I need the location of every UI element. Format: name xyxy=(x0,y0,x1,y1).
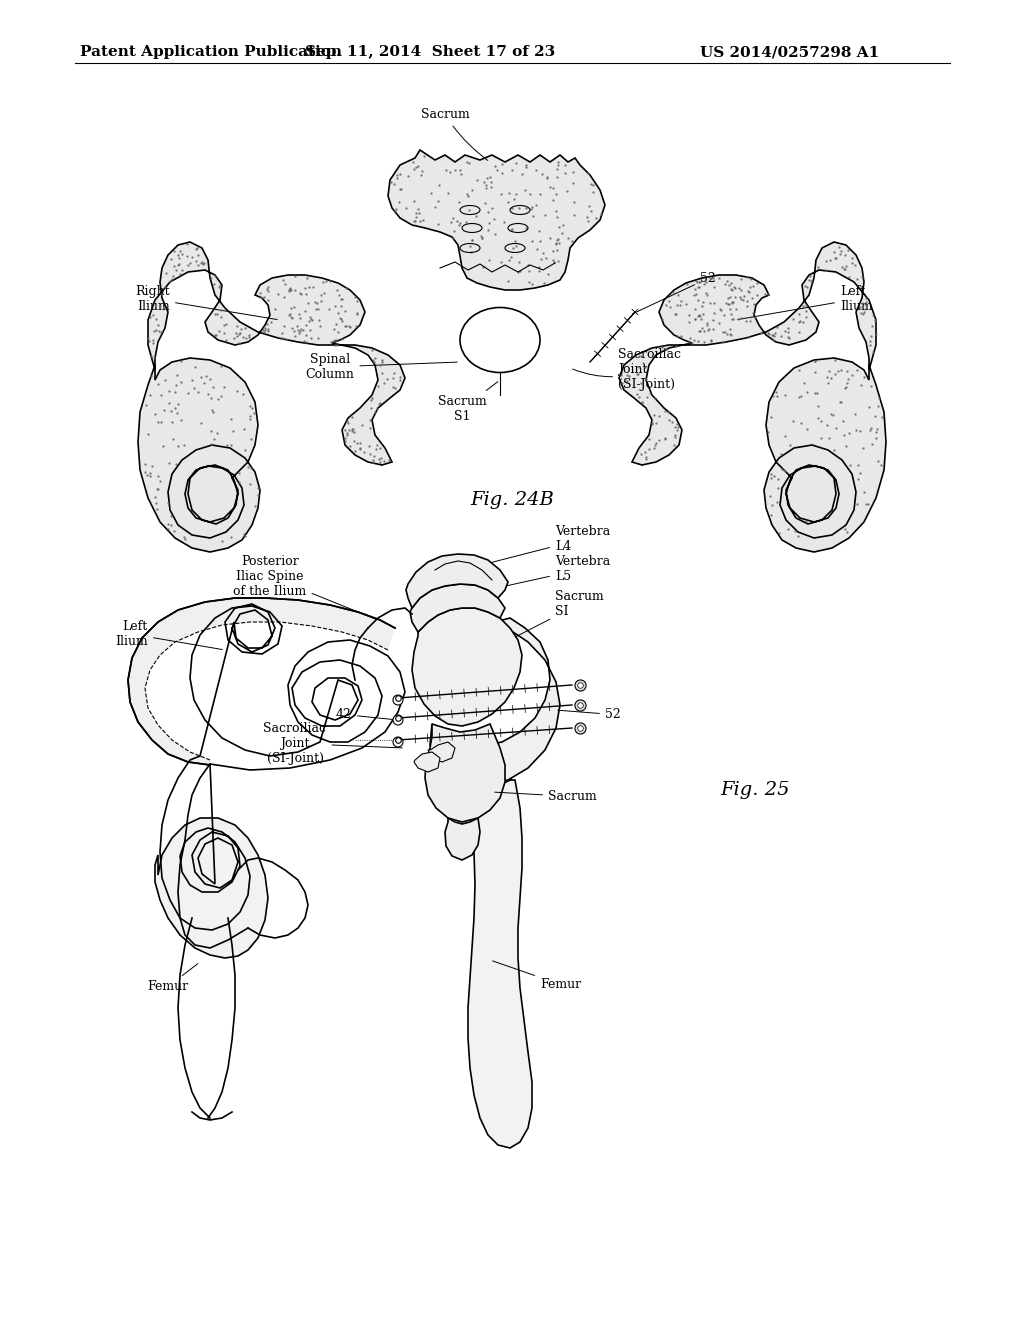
Text: Fig. 25: Fig. 25 xyxy=(720,781,790,799)
Text: US 2014/0257298 A1: US 2014/0257298 A1 xyxy=(700,45,880,59)
Circle shape xyxy=(393,737,403,747)
Polygon shape xyxy=(155,818,268,958)
Text: Fig. 24B: Fig. 24B xyxy=(470,491,554,510)
Polygon shape xyxy=(148,242,406,465)
Text: Sacroiliac
Joint
(SI-Joint): Sacroiliac Joint (SI-Joint) xyxy=(263,722,402,766)
Text: Patent Application Publication: Patent Application Publication xyxy=(80,45,342,59)
Text: Sacrum: Sacrum xyxy=(495,789,597,803)
Text: 52: 52 xyxy=(633,272,716,314)
Text: Vertebra
L5: Vertebra L5 xyxy=(468,554,610,594)
Polygon shape xyxy=(410,583,505,632)
Polygon shape xyxy=(445,818,480,861)
Text: Posterior
Iliac Spine
of the Ilium: Posterior Iliac Spine of the Ilium xyxy=(233,554,376,619)
Text: Sacrum: Sacrum xyxy=(421,108,487,161)
Text: 42: 42 xyxy=(336,708,395,721)
Circle shape xyxy=(393,696,403,705)
Polygon shape xyxy=(414,752,440,772)
Polygon shape xyxy=(428,742,455,762)
Polygon shape xyxy=(425,723,505,822)
Polygon shape xyxy=(138,358,260,552)
Text: Sacrum
SI: Sacrum SI xyxy=(493,590,604,648)
Text: Spinal
Column: Spinal Column xyxy=(305,352,458,381)
Polygon shape xyxy=(406,554,508,609)
Text: Sacrum
S1: Sacrum S1 xyxy=(437,381,498,422)
Polygon shape xyxy=(450,752,532,1148)
Text: Left
Ilium: Left Ilium xyxy=(116,620,222,649)
Polygon shape xyxy=(430,618,560,784)
Text: Vertebra
L4: Vertebra L4 xyxy=(465,525,610,569)
Circle shape xyxy=(393,715,403,725)
Text: Femur: Femur xyxy=(493,961,582,991)
Polygon shape xyxy=(618,242,876,465)
Polygon shape xyxy=(388,150,605,290)
Polygon shape xyxy=(764,358,886,552)
Text: Right
Ilium: Right Ilium xyxy=(135,285,278,319)
Text: Sacroiliac
Joint
(SI-Joint): Sacroiliac Joint (SI-Joint) xyxy=(572,348,681,391)
Polygon shape xyxy=(412,609,522,726)
Text: 52: 52 xyxy=(558,708,621,721)
Text: Femur: Femur xyxy=(147,964,198,993)
Ellipse shape xyxy=(460,308,540,372)
Text: Sep. 11, 2014  Sheet 17 of 23: Sep. 11, 2014 Sheet 17 of 23 xyxy=(305,45,555,59)
Text: Left
Ilium: Left Ilium xyxy=(737,285,872,319)
Polygon shape xyxy=(128,598,395,766)
